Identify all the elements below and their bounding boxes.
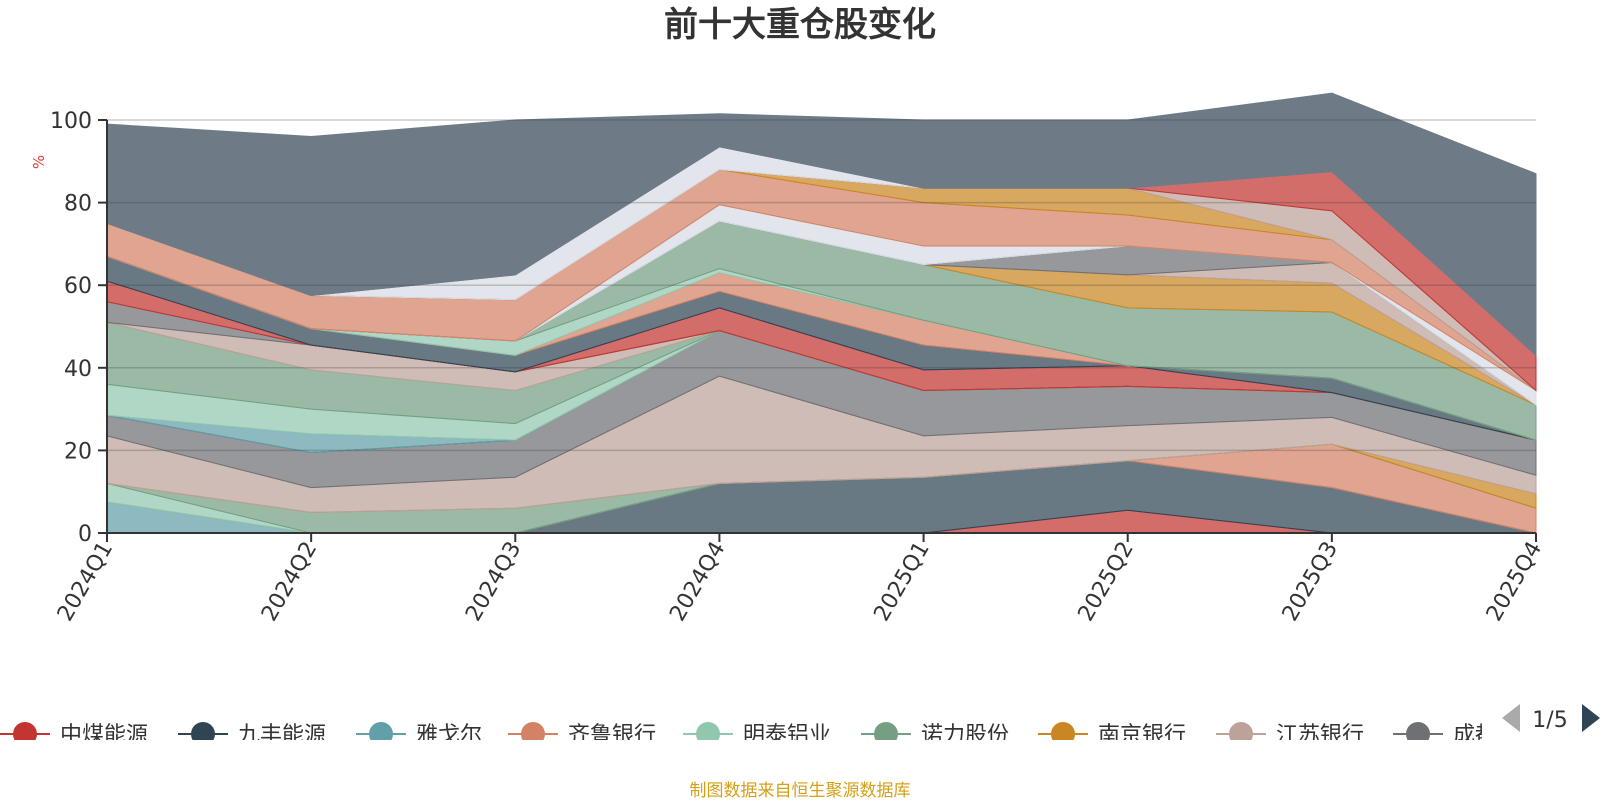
x-tick-label-2024Q4: 2024Q4	[665, 538, 730, 626]
legend-item-2[interactable]: 雅戈尔	[356, 722, 482, 748]
legend-label-7: 江苏银行	[1276, 723, 1364, 748]
y-tick-label-60: 60	[64, 274, 92, 299]
legend-marker-icon	[521, 722, 545, 740]
legend-page-indicator: 1/5	[1532, 708, 1567, 733]
x-tick-label-2024Q2: 2024Q2	[257, 538, 322, 626]
gridlines	[107, 119, 1536, 452]
x-tick-label-2025Q1: 2025Q1	[869, 538, 934, 626]
legend-marker-icon	[874, 722, 898, 740]
area-series-group	[106, 92, 1537, 534]
area-series-31[interactable]	[106, 92, 1537, 357]
legend-label-4: 明泰铝业	[743, 723, 831, 748]
legend-item-7[interactable]: 江苏银行	[1216, 722, 1364, 748]
chart-title: 前十大重仓股变化	[664, 5, 936, 45]
legend-item-5[interactable]: 诺力股份	[861, 722, 1009, 748]
legend-marker-icon	[1229, 722, 1253, 740]
x-tick-label-2025Q4: 2025Q4	[1482, 538, 1547, 626]
legend-marker-icon	[191, 722, 215, 740]
legend: 中煤能源 九丰能源 雅戈尔 齐鲁银行 明泰铝业 诺力股份 南京银行 江苏银行 成都银行	[0, 722, 1541, 748]
y-tick-label-100: 100	[50, 109, 92, 134]
legend-item-4[interactable]: 明泰铝业	[683, 722, 831, 748]
legend-label-3: 齐鲁银行	[568, 723, 656, 748]
legend-next-arrow-icon[interactable]	[1582, 704, 1600, 732]
y-axis-label: %	[30, 155, 48, 169]
legend-marker-icon	[1406, 722, 1430, 740]
legend-item-0[interactable]: 中煤能源	[0, 722, 148, 748]
x-tick-label-2024Q1: 2024Q1	[53, 538, 118, 626]
legend-label-1: 九丰能源	[238, 723, 326, 748]
legend-label-0: 中煤能源	[60, 723, 148, 748]
legend-marker-icon	[369, 722, 393, 740]
legend-marker-icon	[13, 722, 37, 740]
legend-item-3[interactable]: 齐鲁银行	[508, 722, 656, 748]
legend-label-6: 南京银行	[1098, 723, 1186, 748]
y-tick-label-20: 20	[64, 439, 92, 464]
x-tick-label-2024Q3: 2024Q3	[461, 538, 526, 626]
x-tick-label-2025Q2: 2025Q2	[1074, 538, 1139, 626]
y-tick-label-0: 0	[78, 522, 92, 547]
legend-item-8[interactable]: 成都银行	[1393, 722, 1541, 748]
legend-label-5: 诺力股份	[921, 723, 1009, 748]
legend-label-8: 成都银行	[1453, 723, 1541, 748]
legend-marker-icon	[696, 722, 720, 740]
legend-pager: 1/5	[1502, 704, 1600, 733]
legend-label-2: 雅戈尔	[416, 723, 482, 748]
legend-items: 中煤能源 九丰能源 雅戈尔 齐鲁银行 明泰铝业 诺力股份 南京银行 江苏银行 成都银行	[0, 722, 1541, 748]
legend-item-6[interactable]: 南京银行	[1038, 722, 1186, 748]
legend-item-1[interactable]: 九丰能源	[178, 722, 326, 748]
y-tick-label-80: 80	[64, 192, 92, 217]
legend-marker-icon	[1051, 722, 1075, 740]
x-tick-label-2025Q3: 2025Q3	[1278, 538, 1343, 626]
legend-prev-arrow-icon[interactable]	[1502, 704, 1520, 732]
source-note: 制图数据来自恒生聚源数据库	[690, 781, 911, 800]
y-tick-label-40: 40	[64, 357, 92, 382]
